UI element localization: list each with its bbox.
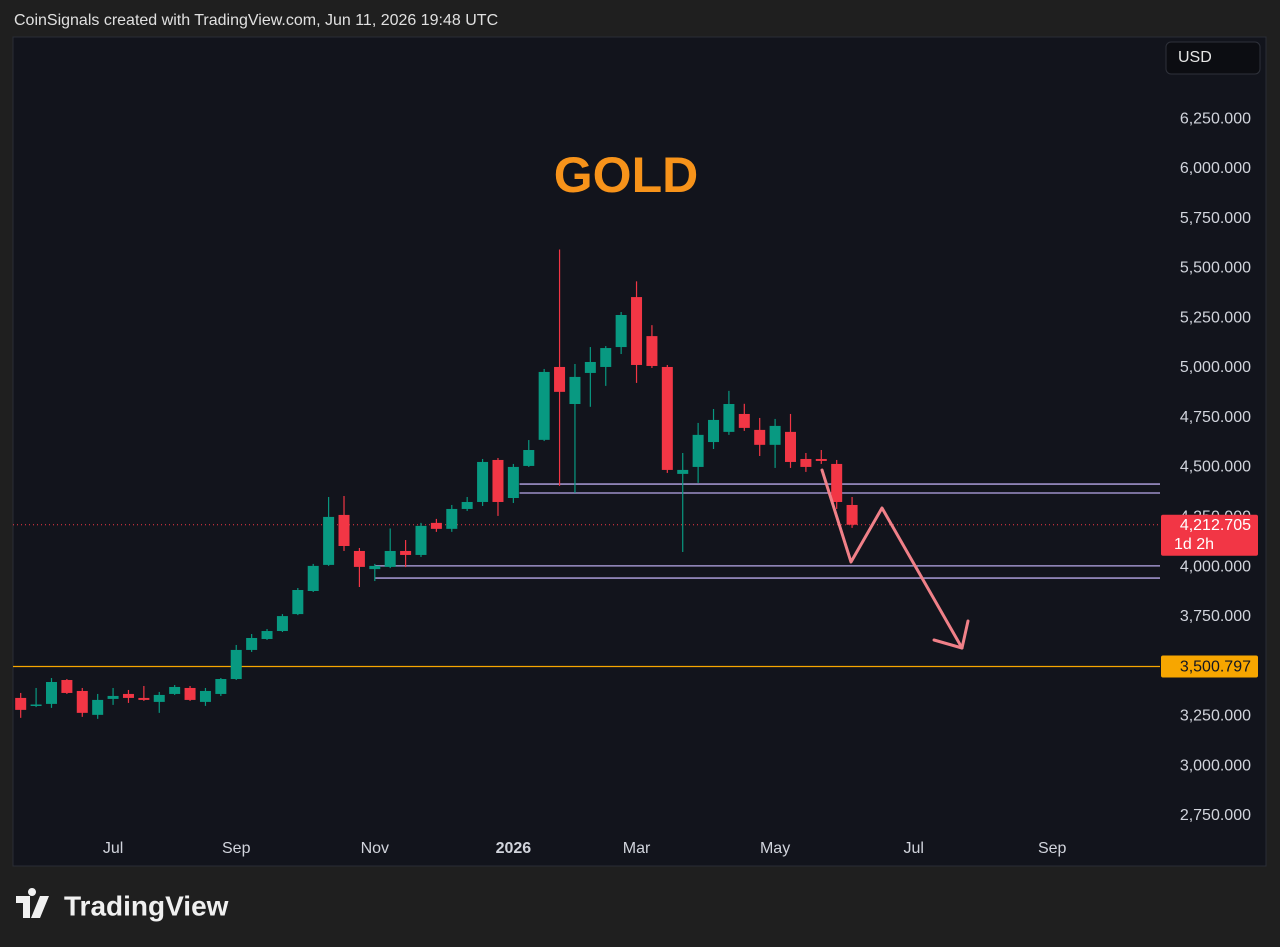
- candle-body: [723, 404, 735, 432]
- candle-body: [338, 514, 350, 546]
- candle-body: [92, 699, 104, 715]
- candle-body: [708, 419, 720, 443]
- y-tick-label: 4,500.000: [1180, 459, 1251, 476]
- x-tick-label: Jul: [103, 840, 123, 857]
- y-tick-label: 3,250.000: [1180, 708, 1251, 725]
- x-tick-label: May: [760, 840, 790, 857]
- y-tick-label: 6,000.000: [1180, 160, 1251, 177]
- candle-body: [261, 631, 273, 639]
- annotation-arrow: [820, 468, 970, 650]
- candle-body: [369, 565, 381, 570]
- candle-body: [784, 431, 796, 462]
- candle-body: [492, 459, 504, 502]
- header: CoinSignals created with TradingView.com…: [14, 12, 498, 29]
- candle-body: [661, 366, 673, 470]
- candle-body: [477, 461, 489, 502]
- candle-body: [846, 504, 858, 525]
- candle-body: [600, 348, 612, 367]
- y-tick-label: 4,000.000: [1180, 558, 1251, 575]
- y-tick-label: 5,000.000: [1180, 359, 1251, 376]
- candle-body: [800, 458, 812, 467]
- x-tick-label: Sep: [1038, 840, 1067, 857]
- candle-body: [76, 690, 88, 713]
- candle-body: [446, 508, 458, 529]
- arrow-head: [932, 619, 970, 650]
- candle-body: [246, 637, 258, 650]
- candle-body: [122, 693, 134, 698]
- candle-body: [199, 690, 211, 702]
- candle-body: [692, 434, 704, 467]
- y-tick-label: 3,750.000: [1180, 608, 1251, 625]
- candle-body: [754, 429, 766, 445]
- candle-body: [292, 589, 304, 615]
- candle-body: [169, 686, 181, 694]
- candle-body: [554, 366, 566, 392]
- logo: [16, 888, 49, 918]
- candle-body: [30, 704, 42, 707]
- candle-body: [769, 425, 781, 445]
- candle-body: [461, 501, 473, 509]
- candle-body: [138, 697, 150, 700]
- plot: 2,750.0003,000.0003,250.0003,500.0003,75…: [13, 110, 1258, 857]
- candle-body: [15, 697, 27, 710]
- candle-body: [307, 565, 319, 591]
- currency: USD: [1178, 49, 1212, 66]
- arrow-path: [820, 468, 964, 650]
- candle-body: [45, 681, 57, 704]
- y-tick-label: 6,250.000: [1180, 110, 1251, 127]
- candle-body: [215, 679, 227, 694]
- y-tick-label: 3,000.000: [1180, 757, 1251, 774]
- candle-body: [523, 450, 535, 466]
- candle-body: [230, 649, 242, 680]
- x-tick-label: Sep: [222, 840, 251, 857]
- candle-body: [584, 361, 596, 373]
- candle-body: [276, 616, 288, 632]
- candle-body: [507, 466, 519, 498]
- marked-level-badge: [1161, 655, 1258, 678]
- candle-body: [415, 525, 427, 555]
- x-tick-label: Mar: [623, 840, 651, 857]
- candle-body: [323, 516, 335, 565]
- last-price-label: 4,212.705: [1180, 517, 1251, 534]
- y-tick-label: 5,750.000: [1180, 210, 1251, 227]
- last-price-badge: [1161, 514, 1258, 556]
- x-tick-label: 2026: [496, 840, 532, 857]
- candle-body: [353, 550, 365, 567]
- candle-body: [615, 314, 627, 348]
- candle-body: [831, 463, 843, 502]
- x-tick-label: Jul: [903, 840, 923, 857]
- candle-body: [384, 550, 396, 567]
- candle-body: [569, 376, 581, 405]
- candle-body: [107, 695, 119, 699]
- countdown: 1d 2h: [1174, 536, 1214, 553]
- candle-body: [738, 413, 750, 428]
- candle-body: [400, 550, 412, 555]
- candle-body: [61, 680, 73, 693]
- x-tick-label: Nov: [361, 840, 389, 857]
- chart-title: GOLD: [554, 147, 698, 203]
- candle-body: [430, 522, 442, 529]
- candle-body: [184, 687, 196, 700]
- candle-body: [815, 458, 827, 461]
- currency-button[interactable]: [1165, 41, 1261, 75]
- candle-body: [538, 371, 550, 440]
- candle-body: [153, 694, 165, 702]
- y-tick-label: 5,500.000: [1180, 260, 1251, 277]
- candle-body: [677, 469, 689, 474]
- chart-pane: [12, 36, 1267, 867]
- candle-body: [631, 297, 643, 365]
- y-tick-label: 5,250.000: [1180, 309, 1251, 326]
- candle-body: [646, 336, 658, 366]
- y-tick-label: 4,750.000: [1180, 409, 1251, 426]
- y-tick-label: 2,750.000: [1180, 807, 1251, 824]
- brand: TradingView: [64, 890, 229, 921]
- marked-level-label: 3,500.797: [1180, 659, 1251, 676]
- logo-mark: [16, 888, 49, 918]
